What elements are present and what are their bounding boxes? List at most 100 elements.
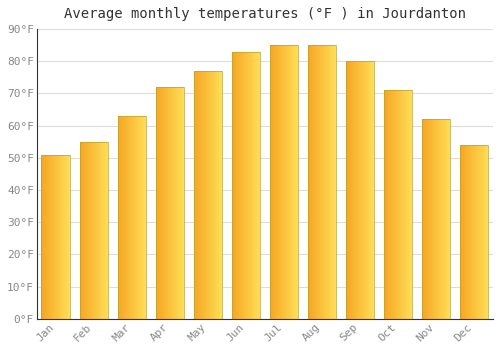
Bar [259,51,260,319]
Bar [144,116,145,319]
Bar [208,71,209,319]
Bar [270,45,272,319]
Bar [198,71,200,319]
Bar [471,145,472,319]
Bar [478,145,479,319]
Bar [325,45,326,319]
Bar [393,90,394,319]
Bar [482,145,484,319]
Bar [286,45,287,319]
Bar [362,61,363,319]
Bar [395,90,396,319]
Bar [169,87,170,319]
Bar [120,116,122,319]
Bar [270,45,298,319]
Bar [248,51,250,319]
Bar [442,119,444,319]
Bar [134,116,136,319]
Bar [69,155,70,319]
Bar [42,155,70,319]
Bar [321,45,322,319]
Bar [64,155,65,319]
Bar [274,45,276,319]
Bar [323,45,324,319]
Bar [319,45,320,319]
Bar [441,119,442,319]
Bar [54,155,55,319]
Bar [279,45,280,319]
Bar [100,142,102,319]
Bar [140,116,141,319]
Bar [439,119,440,319]
Bar [326,45,328,319]
Bar [181,87,182,319]
Bar [406,90,408,319]
Bar [408,90,410,319]
Bar [218,71,220,319]
Bar [470,145,471,319]
Bar [53,155,54,319]
Bar [145,116,146,319]
Bar [131,116,132,319]
Bar [370,61,372,319]
Bar [93,142,94,319]
Bar [49,155,50,319]
Bar [176,87,178,319]
Bar [158,87,160,319]
Bar [183,87,184,319]
Bar [410,90,412,319]
Bar [254,51,256,319]
Bar [330,45,332,319]
Bar [384,90,412,319]
Bar [166,87,167,319]
Bar [194,71,222,319]
Bar [346,61,348,319]
Bar [232,51,234,319]
Bar [355,61,356,319]
Bar [107,142,108,319]
Bar [80,142,108,319]
Bar [297,45,298,319]
Bar [388,90,390,319]
Bar [399,90,400,319]
Title: Average monthly temperatures (°F ) in Jourdanton: Average monthly temperatures (°F ) in Jo… [64,7,466,21]
Bar [239,51,240,319]
Bar [156,87,184,319]
Bar [90,142,91,319]
Bar [52,155,53,319]
Bar [358,61,359,319]
Bar [118,116,146,319]
Bar [84,142,85,319]
Bar [118,116,120,319]
Bar [94,142,96,319]
Bar [68,155,69,319]
Bar [472,145,473,319]
Bar [477,145,478,319]
Bar [446,119,448,319]
Bar [247,51,248,319]
Bar [444,119,446,319]
Bar [320,45,321,319]
Bar [209,71,210,319]
Bar [98,142,100,319]
Bar [433,119,434,319]
Bar [160,87,162,319]
Bar [438,119,439,319]
Bar [430,119,432,319]
Bar [50,155,51,319]
Bar [124,116,125,319]
Bar [392,90,393,319]
Bar [126,116,127,319]
Bar [102,142,104,319]
Bar [282,45,283,319]
Bar [170,87,171,319]
Bar [308,45,310,319]
Bar [245,51,246,319]
Bar [91,142,92,319]
Bar [354,61,355,319]
Bar [364,61,366,319]
Bar [138,116,140,319]
Bar [206,71,207,319]
Bar [200,71,201,319]
Bar [220,71,221,319]
